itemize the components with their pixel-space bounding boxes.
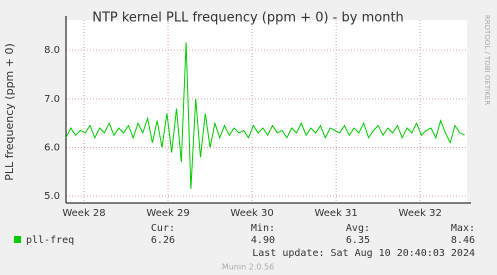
x-tick-label: Week 32: [399, 208, 442, 219]
x-tick-label: Week 28: [62, 208, 105, 219]
y-tick-label: 7.0: [44, 94, 60, 105]
stat-value: 4.90: [251, 235, 275, 246]
y-tick-label: 8.0: [44, 45, 60, 56]
footer: Munin 2.0.56: [222, 263, 274, 272]
y-axis-label: PLL frequency (ppm + 0): [3, 43, 16, 181]
stat-header: Max:: [451, 223, 475, 234]
y-tick-label: 5.0: [44, 191, 60, 202]
stat-header: Cur:: [151, 223, 175, 234]
x-tick-label: Week 30: [230, 208, 273, 219]
last-update: Last update: Sat Aug 10 20:40:03 2024: [252, 248, 475, 259]
x-tick-label: Week 29: [146, 208, 189, 219]
legend-label: pll-freq: [26, 235, 74, 246]
y-tick-label: 6.0: [44, 143, 60, 154]
x-tick-label: Week 31: [314, 208, 357, 219]
plot-area: [66, 20, 467, 203]
stat-value: 8.46: [451, 235, 475, 246]
stat-value: 6.35: [346, 235, 370, 246]
stat-value: 6.26: [151, 235, 175, 246]
chart-title: NTP kernel PLL frequency (ppm + 0) - by …: [92, 11, 404, 26]
stat-header: Min:: [251, 223, 275, 234]
stat-header: Avg:: [346, 223, 370, 234]
legend-swatch: [14, 236, 21, 243]
side-text: RRDTOOL / TOBI OETIKER: [483, 15, 491, 105]
series-line: [65, 42, 465, 189]
